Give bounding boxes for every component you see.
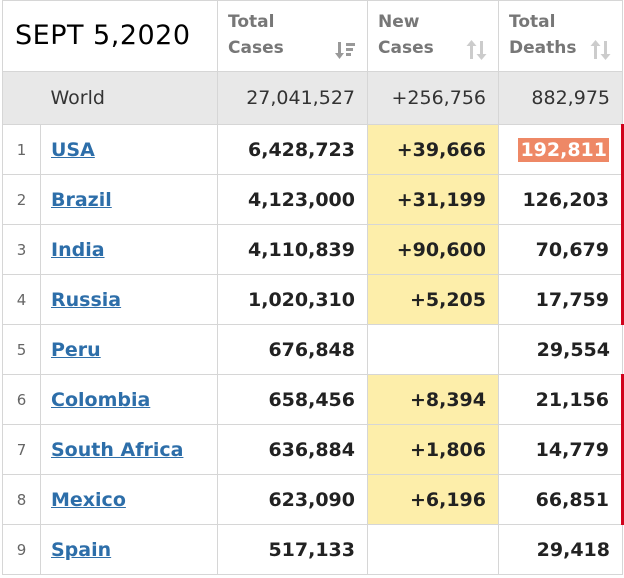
rank-cell: 3 [2,224,41,275]
table-row: 3 India 4,110,839 +90,600 70,679 [2,224,624,275]
rank-cell: 8 [2,474,41,525]
rank-cell: 2 [2,174,41,225]
total-cases-cell: 658,456 [217,374,368,425]
total-cases-cell: 623,090 [217,474,368,525]
table-row: 2 Brazil 4,123,000 +31,199 126,203 [2,174,624,225]
header-total-deaths[interactable]: Total Deaths [498,0,623,72]
total-deaths-cell: 70,679 [498,224,624,275]
table-row: 7 South Africa 636,884 +1,806 14,779 [2,424,624,475]
total-cases-cell: 6,428,723 [217,124,368,175]
total-cases-cell: 4,110,839 [217,224,368,275]
total-cases-cell: 676,848 [217,324,368,375]
header-total-cases[interactable]: Total Cases [217,0,368,72]
table-row: 9 Spain 517,133 29,418 [2,524,623,575]
world-new-cases: +256,756 [367,71,499,125]
header-total-deaths-line1: Total [509,12,556,32]
sort-icon[interactable] [590,39,612,61]
world-total-deaths: 882,975 [498,71,623,125]
header-total-deaths-line2: Deaths [509,38,577,58]
new-cases-cell: +39,666 [367,124,499,175]
total-deaths-cell: 29,418 [498,524,623,575]
header-total-cases-line1: Total [228,12,275,32]
new-cases-cell [367,324,499,375]
total-cases-cell: 4,123,000 [217,174,368,225]
total-deaths-cell: 66,851 [498,474,624,525]
country-link-india[interactable]: India [51,238,105,261]
new-cases-cell [367,524,499,575]
total-deaths-cell: 17,759 [498,274,624,325]
total-deaths-cell: 21,156 [498,374,624,425]
new-cases-cell: +8,394 [367,374,499,425]
world-label: World [40,71,218,125]
country-link-brazil[interactable]: Brazil [51,188,112,211]
rank-cell: 6 [2,374,41,425]
new-cases-cell: +6,196 [367,474,499,525]
country-link-russia[interactable]: Russia [51,288,122,311]
date-title: SEPT 5,2020 [2,0,218,72]
header-new-cases-line1: New [378,12,420,32]
new-cases-cell: +31,199 [367,174,499,225]
table-row: 1 USA 6,428,723 +39,666 192,811 [2,124,624,175]
total-deaths-cell: 29,554 [498,324,623,375]
country-link-peru[interactable]: Peru [51,338,101,361]
total-cases-cell: 636,884 [217,424,368,475]
world-rank-cell [2,71,41,125]
total-deaths-cell: 14,779 [498,424,624,475]
new-cases-cell: +1,806 [367,424,499,475]
country-link-mexico[interactable]: Mexico [51,488,126,511]
sort-icon[interactable] [466,39,488,61]
table-row: 4 Russia 1,020,310 +5,205 17,759 [2,274,624,325]
total-cases-cell: 517,133 [217,524,368,575]
table-row: 8 Mexico 623,090 +6,196 66,851 [2,474,624,525]
total-deaths-cell: 192,811 [498,124,624,175]
new-cases-cell: +90,600 [367,224,499,275]
total-cases-cell: 1,020,310 [217,274,368,325]
new-cases-cell: +5,205 [367,274,499,325]
world-row: World 27,041,527 +256,756 882,975 [2,71,623,125]
rank-cell: 4 [2,274,41,325]
table-row: 6 Colombia 658,456 +8,394 21,156 [2,374,624,425]
death-highlight: 192,811 [518,137,609,162]
country-link-usa[interactable]: USA [51,138,95,161]
table-row: 5 Peru 676,848 29,554 [2,324,623,375]
total-deaths-cell: 126,203 [498,174,624,225]
header-new-cases[interactable]: New Cases [367,0,499,72]
rank-cell: 1 [2,124,41,175]
country-link-colombia[interactable]: Colombia [51,388,151,411]
rank-cell: 5 [2,324,41,375]
rank-cell: 7 [2,424,41,475]
country-link-spain[interactable]: Spain [51,538,112,561]
date-label: SEPT 5,2020 [15,20,191,51]
header-total-cases-line2: Cases [228,38,284,58]
rank-cell: 9 [2,524,41,575]
world-total-cases: 27,041,527 [217,71,368,125]
country-link-south-africa[interactable]: South Africa [51,438,184,461]
header-new-cases-line2: Cases [378,38,434,58]
sort-desc-icon[interactable] [335,39,357,61]
